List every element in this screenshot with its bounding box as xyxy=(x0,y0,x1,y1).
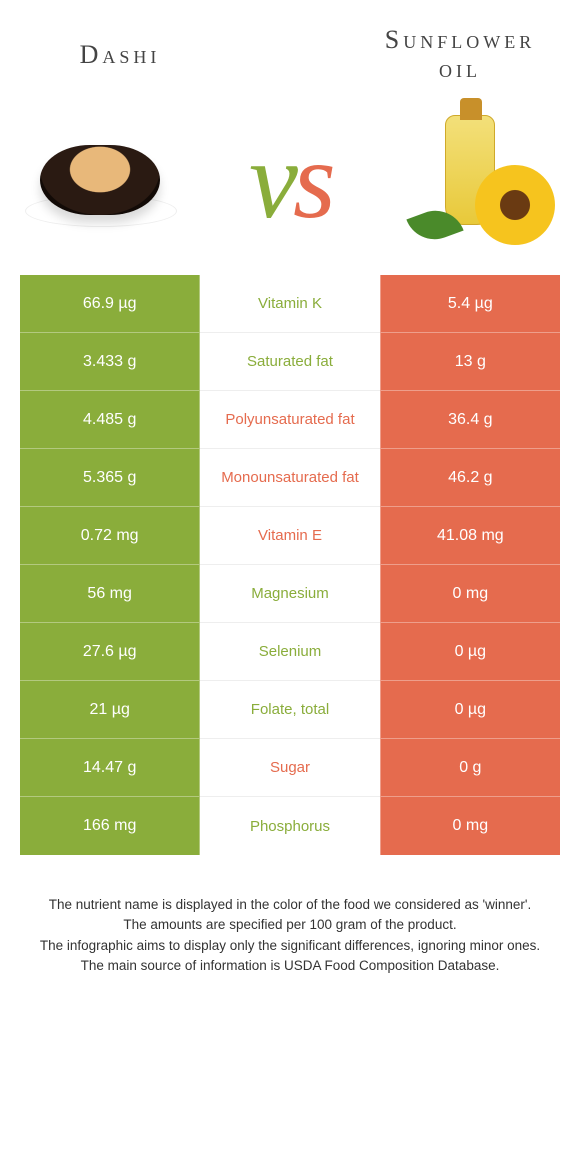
nutrient-label: Selenium xyxy=(200,623,379,681)
food-right-image xyxy=(400,115,560,245)
table-row: 3.433 gSaturated fat13 g xyxy=(20,333,560,391)
food-left-title: Dashi xyxy=(20,20,220,90)
sunflower-oil-icon xyxy=(405,115,555,245)
nutrient-label: Phosphorus xyxy=(200,797,379,855)
left-value: 0.72 mg xyxy=(20,507,200,565)
food-left-image xyxy=(20,115,180,245)
right-value: 5.4 µg xyxy=(380,275,560,333)
table-row: 4.485 gPolyunsaturated fat36.4 g xyxy=(20,391,560,449)
nutrient-label: Saturated fat xyxy=(200,333,379,391)
table-row: 66.9 µgVitamin K5.4 µg xyxy=(20,275,560,333)
hero-row: vs xyxy=(20,115,560,245)
left-value: 27.6 µg xyxy=(20,623,200,681)
nutrient-table: 66.9 µgVitamin K5.4 µg3.433 gSaturated f… xyxy=(20,275,560,855)
nutrient-label: Vitamin K xyxy=(200,275,379,333)
table-row: 27.6 µgSelenium0 µg xyxy=(20,623,560,681)
table-row: 5.365 gMonounsaturated fat46.2 g xyxy=(20,449,560,507)
right-value: 36.4 g xyxy=(380,391,560,449)
table-row: 21 µgFolate, total0 µg xyxy=(20,681,560,739)
nutrient-label: Polyunsaturated fat xyxy=(200,391,379,449)
footnotes: The nutrient name is displayed in the co… xyxy=(20,895,560,976)
right-value: 0 µg xyxy=(380,681,560,739)
footnote-line: The nutrient name is displayed in the co… xyxy=(30,895,550,915)
right-value: 0 mg xyxy=(380,797,560,855)
left-value: 66.9 µg xyxy=(20,275,200,333)
left-value: 4.485 g xyxy=(20,391,200,449)
table-row: 166 mgPhosphorus0 mg xyxy=(20,797,560,855)
left-value: 56 mg xyxy=(20,565,200,623)
table-row: 56 mgMagnesium0 mg xyxy=(20,565,560,623)
nutrient-label: Magnesium xyxy=(200,565,379,623)
food-right-title: Sunflower oil xyxy=(360,20,560,90)
nutrient-label: Monounsaturated fat xyxy=(200,449,379,507)
right-value: 41.08 mg xyxy=(380,507,560,565)
left-value: 5.365 g xyxy=(20,449,200,507)
right-value: 0 mg xyxy=(380,565,560,623)
table-row: 0.72 mgVitamin E41.08 mg xyxy=(20,507,560,565)
vs-label: vs xyxy=(249,125,331,235)
footnote-line: The main source of information is USDA F… xyxy=(30,956,550,976)
left-value: 21 µg xyxy=(20,681,200,739)
nutrient-label: Folate, total xyxy=(200,681,379,739)
infographic: Dashi Sunflower oil vs 66.9 µgVitamin K5… xyxy=(0,0,580,986)
right-value: 13 g xyxy=(380,333,560,391)
header: Dashi Sunflower oil xyxy=(20,20,560,90)
nutrient-label: Sugar xyxy=(200,739,379,797)
footnote-line: The infographic aims to display only the… xyxy=(30,936,550,956)
right-value: 0 µg xyxy=(380,623,560,681)
left-value: 14.47 g xyxy=(20,739,200,797)
right-value: 0 g xyxy=(380,739,560,797)
nutrient-label: Vitamin E xyxy=(200,507,379,565)
left-value: 3.433 g xyxy=(20,333,200,391)
right-value: 46.2 g xyxy=(380,449,560,507)
table-row: 14.47 gSugar0 g xyxy=(20,739,560,797)
left-value: 166 mg xyxy=(20,797,200,855)
footnote-line: The amounts are specified per 100 gram o… xyxy=(30,915,550,935)
dashi-bowl-icon xyxy=(40,145,160,215)
